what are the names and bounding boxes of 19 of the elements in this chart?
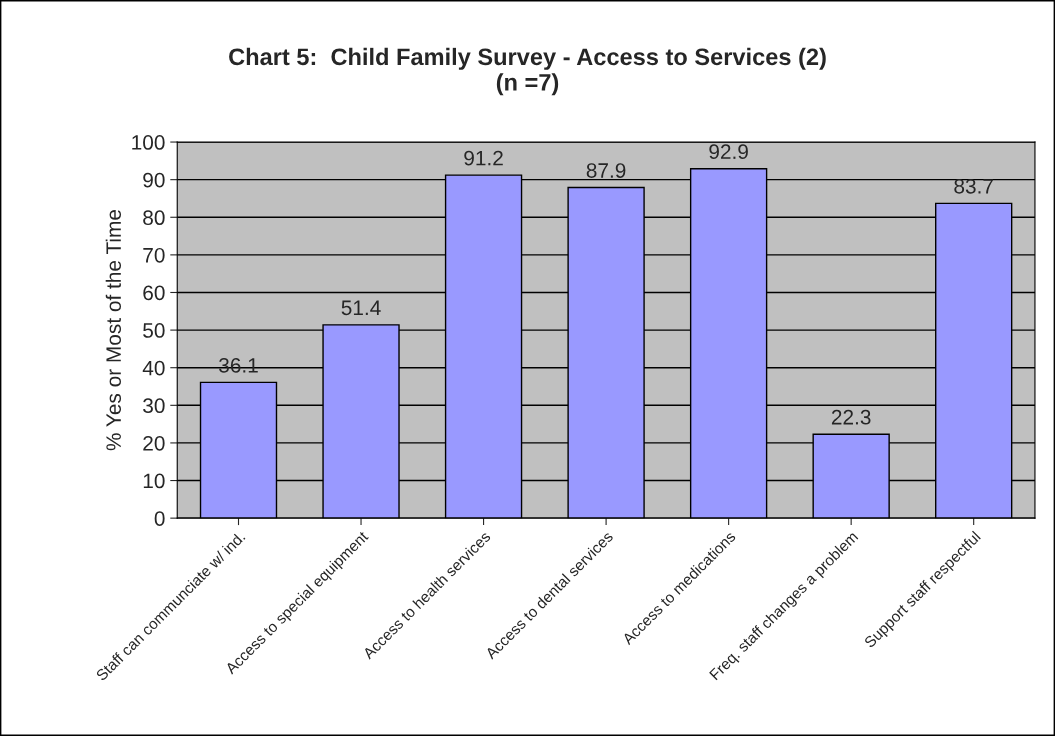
data-label: 91.2 (464, 150, 503, 166)
y-tick-label: 100 (132, 135, 165, 150)
y-axis-title: % Yes or Most of the Time (105, 209, 122, 451)
y-tick-label: 70 (143, 247, 165, 263)
y-tick-label: 30 (143, 398, 165, 414)
data-label: 87.9 (586, 163, 626, 178)
y-tick-label: 50 (143, 323, 165, 338)
y-tick-label: 80 (143, 210, 165, 226)
y-tick-label: 90 (143, 172, 165, 188)
y-tick-label: 20 (143, 435, 165, 451)
chart-title: Chart 5: Child Family Survey - Access to Services (2) (n =7) (229, 47, 826, 96)
data-label: 83.7 (954, 178, 993, 194)
y-tick-label: 10 (143, 473, 165, 489)
y-tick-label: 60 (143, 285, 165, 301)
y-tick-label: 0 (154, 511, 165, 526)
data-label: 51.4 (341, 300, 381, 316)
data-label: 92.9 (709, 144, 748, 160)
data-label: 22.3 (831, 409, 871, 425)
y-tick-label: 40 (142, 360, 165, 376)
